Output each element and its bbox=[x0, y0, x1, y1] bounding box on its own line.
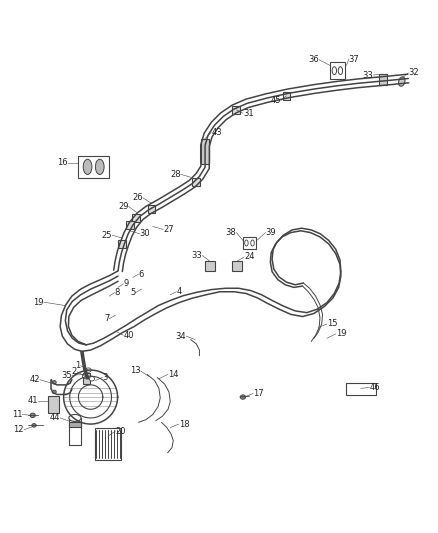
Bar bbox=[346, 383, 376, 395]
Text: 15: 15 bbox=[327, 319, 337, 328]
Ellipse shape bbox=[53, 381, 56, 384]
Text: 36: 36 bbox=[308, 55, 319, 64]
Text: 41: 41 bbox=[28, 396, 39, 405]
Text: 5: 5 bbox=[130, 288, 135, 297]
Text: 40: 40 bbox=[123, 331, 134, 340]
Text: 44: 44 bbox=[49, 414, 60, 423]
Bar bbox=[48, 396, 59, 413]
Ellipse shape bbox=[240, 395, 246, 399]
Ellipse shape bbox=[30, 413, 35, 417]
Text: 43: 43 bbox=[211, 128, 222, 137]
Text: 33: 33 bbox=[363, 70, 374, 79]
Text: 20: 20 bbox=[116, 426, 126, 435]
Text: 46: 46 bbox=[369, 383, 380, 392]
Bar bbox=[233, 106, 240, 114]
Bar bbox=[83, 373, 90, 384]
Text: 35: 35 bbox=[61, 371, 72, 380]
Ellipse shape bbox=[251, 240, 254, 246]
Ellipse shape bbox=[53, 390, 56, 393]
Ellipse shape bbox=[86, 368, 91, 372]
Text: 38: 38 bbox=[226, 228, 237, 237]
Bar bbox=[69, 422, 81, 426]
Text: 25: 25 bbox=[102, 231, 113, 240]
Ellipse shape bbox=[69, 415, 81, 422]
Text: 11: 11 bbox=[12, 410, 22, 419]
Bar bbox=[232, 261, 242, 271]
Text: 39: 39 bbox=[265, 228, 276, 237]
Text: 32: 32 bbox=[408, 68, 419, 77]
Bar bbox=[205, 261, 215, 271]
Text: 34: 34 bbox=[176, 332, 186, 341]
Bar bbox=[379, 74, 388, 85]
Bar bbox=[192, 177, 200, 185]
Ellipse shape bbox=[32, 424, 36, 427]
Text: 42: 42 bbox=[29, 375, 40, 384]
Text: 1: 1 bbox=[75, 361, 81, 370]
Ellipse shape bbox=[245, 240, 248, 246]
Bar bbox=[132, 214, 140, 222]
Text: 19: 19 bbox=[34, 298, 44, 306]
Bar bbox=[118, 240, 126, 248]
Text: 16: 16 bbox=[57, 158, 67, 167]
Text: 30: 30 bbox=[140, 229, 150, 238]
Bar bbox=[283, 92, 290, 100]
Text: 13: 13 bbox=[130, 367, 141, 375]
Text: 19: 19 bbox=[336, 329, 346, 338]
Text: 17: 17 bbox=[253, 389, 264, 398]
Ellipse shape bbox=[89, 377, 95, 381]
Text: 28: 28 bbox=[170, 169, 181, 179]
Text: 37: 37 bbox=[349, 55, 360, 64]
Text: 4: 4 bbox=[177, 287, 182, 296]
Bar bbox=[126, 221, 134, 229]
Text: 9: 9 bbox=[123, 279, 128, 288]
Text: 33: 33 bbox=[192, 251, 202, 260]
Ellipse shape bbox=[95, 159, 104, 174]
Text: 14: 14 bbox=[168, 370, 178, 379]
Bar bbox=[330, 62, 345, 79]
Bar bbox=[78, 156, 109, 178]
Ellipse shape bbox=[338, 67, 343, 75]
Ellipse shape bbox=[83, 159, 92, 174]
Text: 2: 2 bbox=[72, 367, 77, 376]
Bar bbox=[95, 427, 121, 460]
Ellipse shape bbox=[82, 374, 88, 378]
Text: 18: 18 bbox=[179, 419, 190, 429]
Bar bbox=[243, 237, 256, 249]
Bar bbox=[148, 205, 155, 213]
Bar bbox=[69, 418, 81, 445]
Text: 6: 6 bbox=[138, 270, 144, 279]
Text: 7: 7 bbox=[104, 314, 110, 323]
Bar bbox=[201, 139, 208, 164]
Text: 27: 27 bbox=[163, 225, 174, 234]
Text: 24: 24 bbox=[244, 253, 255, 261]
Text: 29: 29 bbox=[118, 202, 128, 211]
Ellipse shape bbox=[399, 77, 405, 86]
Text: 8: 8 bbox=[115, 288, 120, 297]
Text: 26: 26 bbox=[132, 193, 143, 202]
Ellipse shape bbox=[332, 67, 336, 75]
Text: 31: 31 bbox=[243, 109, 254, 118]
Text: 45: 45 bbox=[271, 96, 281, 105]
Text: 3: 3 bbox=[102, 373, 108, 382]
Text: 12: 12 bbox=[14, 425, 24, 434]
